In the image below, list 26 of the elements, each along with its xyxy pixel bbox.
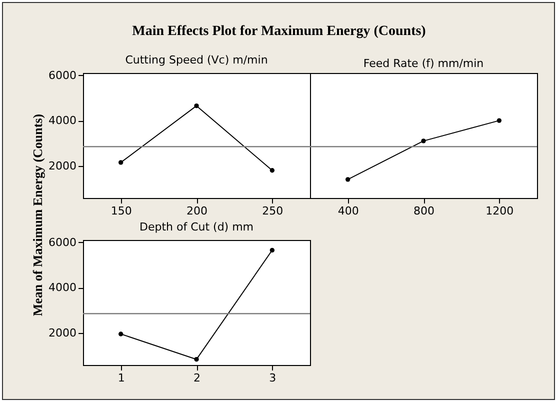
point: [194, 103, 199, 108]
y-tick-label: 2000: [48, 326, 76, 340]
y-tick-label: 6000: [48, 68, 76, 82]
chart-title: Main Effects Plot for Maximum Energy (Counts): [131, 24, 427, 40]
y-axis-title: Mean of Maximum Energy (Counts): [30, 114, 46, 316]
point: [118, 332, 124, 336]
chart-subtitle: Feed Rate (f) mm/min: [363, 57, 484, 70]
x-tick-label: 3: [269, 372, 276, 384]
x-tick-label: 400: [338, 204, 359, 218]
point: [270, 248, 275, 253]
x-tick-label: 150: [110, 204, 132, 218]
y-tick-label: 2000: [48, 159, 76, 172]
x-tick-label: 1: [118, 372, 125, 384]
y-tick-label: 4000: [48, 114, 76, 128]
chart-subtitle: Depth of Cut (d) mm: [139, 220, 254, 234]
x-tick-label: 1200: [486, 204, 514, 218]
point: [118, 160, 124, 165]
x-tick-label: 250: [262, 204, 284, 218]
point: [194, 357, 199, 362]
chart-subtitle: Cutting Speed (Vc) m/min: [125, 53, 268, 66]
x-tick-label: 200: [186, 204, 208, 218]
x-tick-label: 800: [414, 204, 434, 218]
y-tick-label: 6000: [48, 236, 76, 249]
y-tick-label: 4000: [48, 281, 76, 294]
x-tick-label: 2: [194, 372, 200, 384]
point: [270, 168, 275, 173]
